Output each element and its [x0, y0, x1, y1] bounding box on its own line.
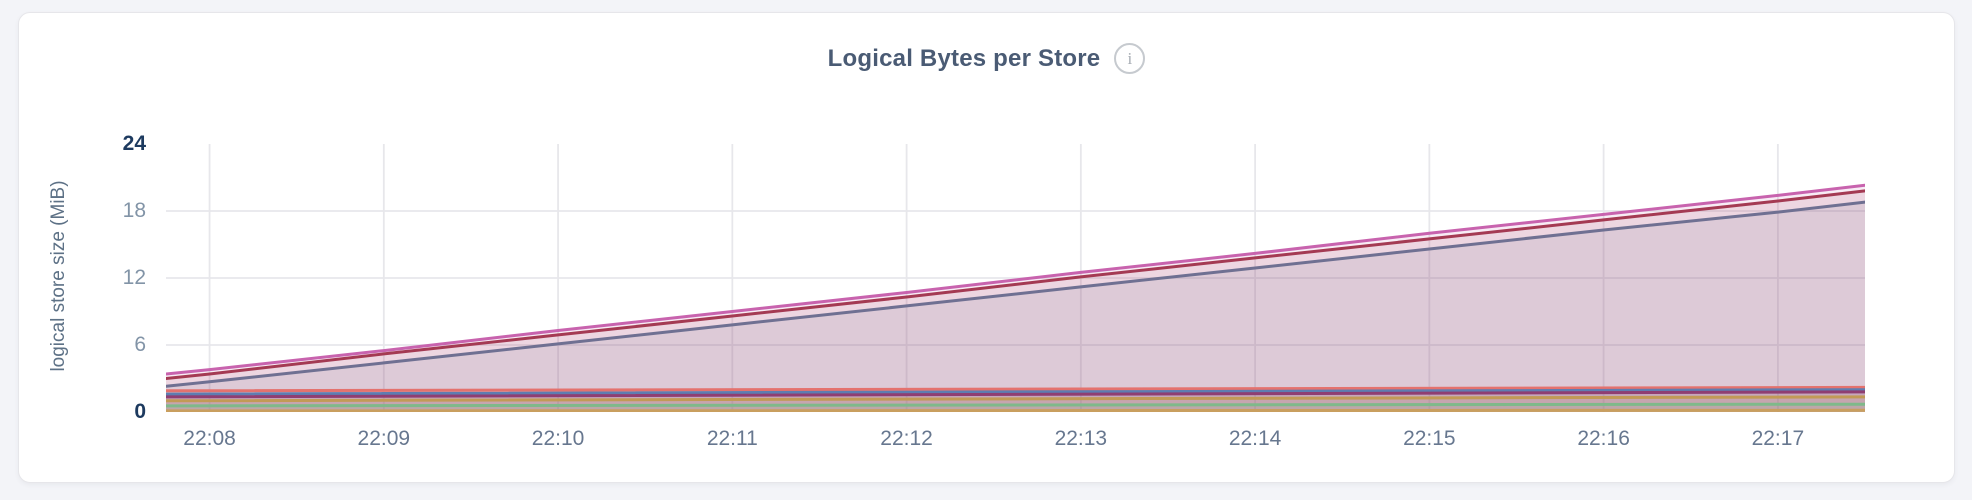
series-store-salmon-line	[166, 385, 1865, 393]
x-tick-label: 22:17	[1751, 427, 1805, 450]
y-tick-label: 18	[122, 199, 146, 222]
x-tick-label: 22:10	[531, 427, 585, 450]
y-tick-label: 0	[134, 400, 146, 423]
series-store-blue-line	[166, 388, 1865, 396]
x-tick-label: 22:15	[1403, 427, 1456, 450]
x-tick-label: 22:11	[706, 427, 758, 450]
x-tick-label: 22:09	[357, 427, 411, 450]
plot-area[interactable]	[166, 144, 1865, 412]
y-tick-label: 12	[122, 266, 146, 289]
x-tick-label: 22:14	[1228, 427, 1282, 450]
info-circle-icon[interactable]: i	[1114, 43, 1146, 74]
series-store-tan-line	[166, 408, 1865, 412]
x-tick-label: 22:12	[880, 427, 933, 450]
series-store-green-line	[166, 402, 1865, 408]
series-store-slate-area	[166, 202, 1865, 412]
series-store-slate-line	[166, 200, 1865, 388]
chart-card: Logical Bytes per Store i logical store …	[18, 12, 1955, 483]
x-tick-label: 22:13	[1054, 427, 1108, 450]
x-tick-label: 22:08	[183, 427, 236, 450]
series-store-maroon-line	[166, 189, 1865, 380]
chart-title: Logical Bytes per Store	[827, 44, 1101, 72]
series-store-orchid-area	[166, 185, 1865, 412]
series-store-maroon-area	[166, 190, 1865, 412]
x-tick-label: 22:16	[1577, 427, 1630, 450]
y-tick-label: 24	[122, 132, 146, 155]
chart-header: Logical Bytes per Store i	[19, 43, 1954, 74]
series-store-plum-line	[166, 390, 1865, 399]
y-tick-label: 6	[134, 333, 146, 356]
series-store-gold-line	[166, 395, 1865, 403]
series-store-orchid-line	[166, 183, 1865, 376]
